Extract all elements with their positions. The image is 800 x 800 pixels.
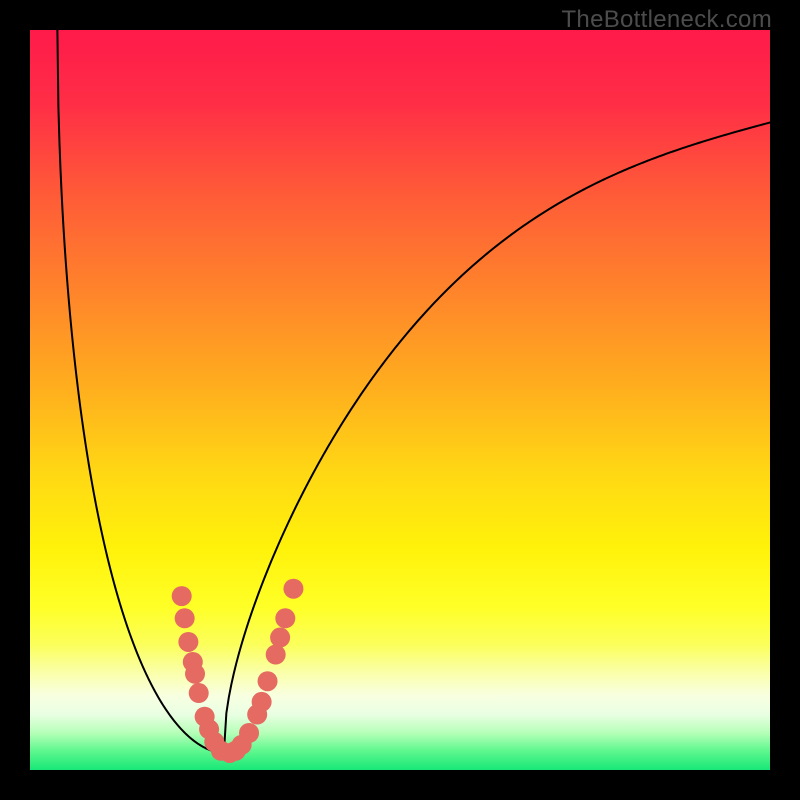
data-point [258,671,278,691]
data-point [185,664,205,684]
data-point [270,628,290,648]
data-point [252,692,272,712]
watermark-text: TheBottleneck.com [561,6,772,34]
data-point [266,645,286,665]
data-point [172,586,192,606]
plot-background [30,30,770,770]
chart-container: TheBottleneck.com [0,0,800,800]
data-point [178,632,198,652]
data-point [275,608,295,628]
data-point [239,723,259,743]
data-point [189,683,209,703]
data-point [175,608,195,628]
bottleneck-chart-svg [0,0,800,800]
data-point [283,579,303,599]
